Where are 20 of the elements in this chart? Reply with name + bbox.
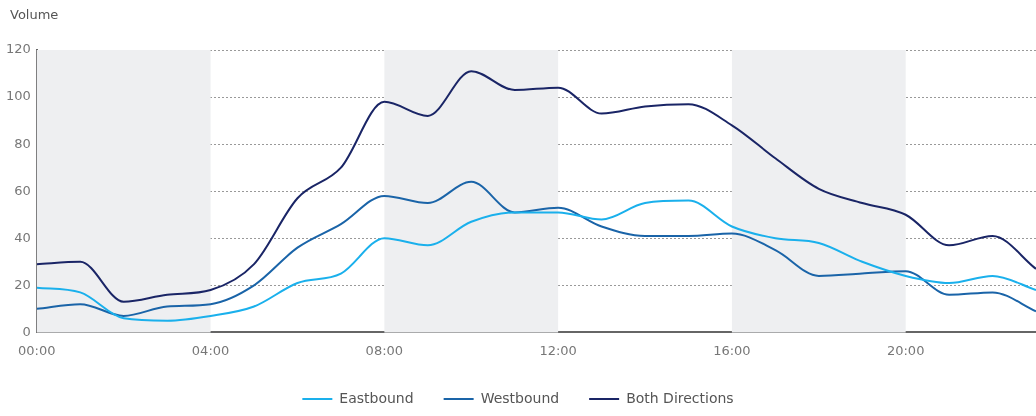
legend-label: Westbound: [480, 389, 560, 406]
line-series: [36, 180, 1036, 317]
legend-label: Eastbound: [339, 389, 414, 406]
y-tick-label: 40: [14, 229, 31, 245]
line-series: [36, 70, 1036, 303]
x-tick-label: 16:00: [713, 342, 751, 358]
x-tick-label: 00:00: [18, 342, 56, 358]
x-tick-label: 04:00: [191, 342, 230, 358]
y-axis-title: Volume: [10, 6, 59, 22]
x-tick-label: 20:00: [886, 342, 925, 358]
legend-label: Both Directions: [626, 389, 734, 406]
line-series: [36, 199, 1036, 322]
y-tick-label: 100: [5, 88, 31, 104]
x-tick-label: 12:00: [539, 342, 577, 358]
y-tick-label: 120: [5, 41, 31, 57]
y-tick-label: 80: [14, 135, 31, 151]
x-tick-label: 08:00: [365, 342, 404, 358]
y-tick-label: 0: [22, 323, 31, 339]
y-tick-label: 60: [14, 182, 31, 198]
y-tick-label: 20: [14, 276, 31, 292]
